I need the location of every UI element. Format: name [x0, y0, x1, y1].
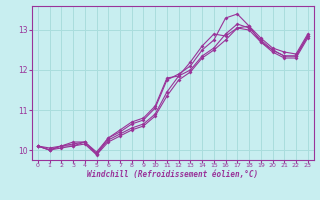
X-axis label: Windchill (Refroidissement éolien,°C): Windchill (Refroidissement éolien,°C) — [87, 170, 258, 179]
